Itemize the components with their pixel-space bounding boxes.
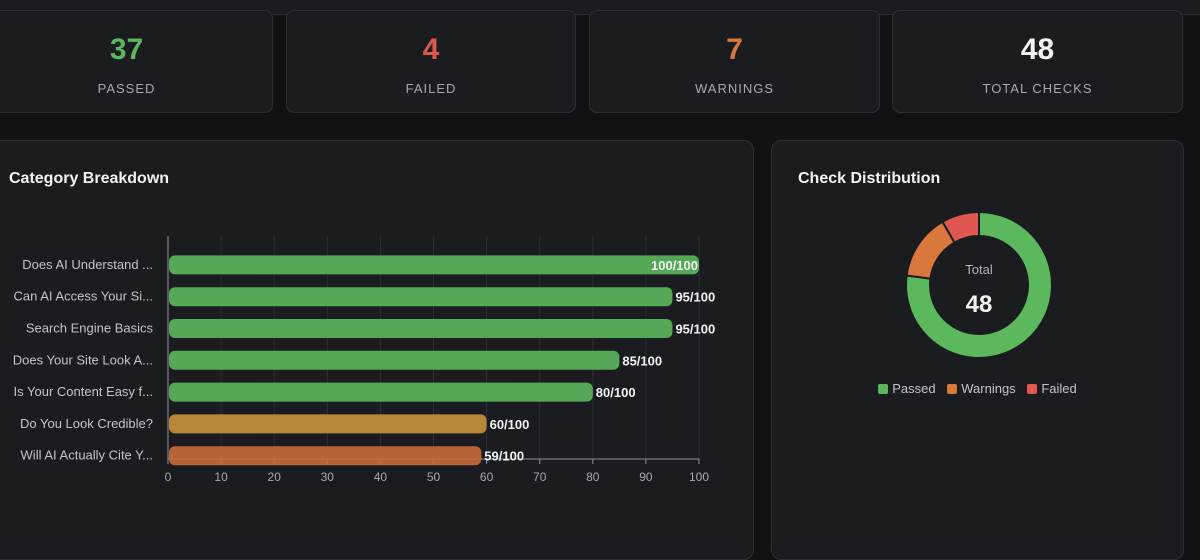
x-tick-label: 60 bbox=[480, 470, 494, 484]
legend-swatch bbox=[878, 384, 889, 394]
category-label: Is Your Content Easy f... bbox=[14, 384, 153, 399]
stat-label: WARNINGS bbox=[694, 81, 775, 96]
bar[interactable] bbox=[169, 382, 593, 402]
bar[interactable] bbox=[169, 287, 673, 307]
donut-center-value: 48 bbox=[966, 291, 993, 318]
legend-label: Failed bbox=[1041, 381, 1077, 396]
legend-label: Warnings bbox=[961, 381, 1016, 396]
bar[interactable] bbox=[169, 350, 620, 370]
check-distribution-donut: Total 48 bbox=[905, 210, 1053, 359]
stat-value: 37 bbox=[109, 33, 144, 66]
x-tick-label: 20 bbox=[268, 470, 282, 484]
legend-swatch bbox=[1027, 384, 1038, 394]
bar-value-label: 85/100 bbox=[622, 353, 662, 368]
legend-item-failed[interactable]: Failed bbox=[1027, 381, 1077, 396]
stat-value: 48 bbox=[1020, 33, 1055, 66]
category-label: Do You Look Credible? bbox=[20, 416, 153, 431]
stat-card-passed: 37 PASSED bbox=[0, 10, 273, 113]
bar-value-label: 95/100 bbox=[675, 290, 715, 305]
x-tick-label: 30 bbox=[321, 470, 335, 484]
bar-value-label: 100/100 bbox=[651, 258, 698, 273]
category-bar-chart: 0 10 20 30 40 50 60 70 80 90 100 Does AI Understand… bbox=[13, 236, 715, 484]
x-tick-label: 0 bbox=[165, 470, 172, 484]
x-tick-label: 50 bbox=[427, 470, 441, 484]
bar-value-label: 59/100 bbox=[484, 449, 524, 464]
legend-item-warnings[interactable]: Warnings bbox=[947, 381, 1016, 396]
category-label: Will AI Actually Cite Y... bbox=[21, 448, 153, 463]
x-tick-label: 40 bbox=[374, 470, 388, 484]
category-label: Search Engine Basics bbox=[26, 321, 154, 336]
bar[interactable] bbox=[169, 319, 673, 338]
bar[interactable] bbox=[169, 446, 482, 466]
legend-label: Passed bbox=[892, 381, 936, 396]
x-tick-label: 90 bbox=[639, 470, 653, 484]
x-tick-label: 70 bbox=[533, 470, 547, 484]
donut-slice-failed[interactable] bbox=[941, 210, 980, 244]
check-distribution-title: Check Distribution bbox=[798, 170, 941, 187]
bar[interactable] bbox=[169, 255, 699, 275]
stat-card-warnings: 7 WARNINGS bbox=[589, 10, 880, 113]
stat-label: FAILED bbox=[405, 81, 457, 96]
legend-swatch bbox=[947, 384, 958, 394]
stat-label: PASSED bbox=[97, 81, 156, 96]
donut-legend: Passed Warnings Failed bbox=[772, 381, 1183, 396]
category-label: Does Your Site Look A... bbox=[13, 352, 153, 367]
stat-value: 7 bbox=[726, 33, 743, 66]
stat-card-failed: 4 FAILED bbox=[286, 10, 576, 113]
x-tick-label: 10 bbox=[214, 470, 228, 484]
donut-center-label: Total bbox=[965, 262, 993, 277]
category-label: Can AI Access Your Si... bbox=[14, 289, 153, 304]
legend-item-passed[interactable]: Passed bbox=[878, 381, 936, 396]
category-breakdown-panel: Category Breakdown 0 10 20 30 40 50 60 70 80 90 10… bbox=[0, 140, 754, 560]
x-tick-label: 80 bbox=[586, 470, 600, 484]
bar-value-label: 95/100 bbox=[675, 322, 715, 337]
check-distribution-panel: Check Distribution Total 48 Passed Warnin… bbox=[771, 140, 1184, 560]
donut-slice-passed[interactable] bbox=[905, 210, 1053, 359]
stat-label: TOTAL CHECKS bbox=[982, 81, 1093, 96]
category-breakdown-title: Category Breakdown bbox=[9, 170, 170, 187]
stat-value: 4 bbox=[422, 33, 440, 66]
x-tick-label: 100 bbox=[689, 470, 709, 484]
bar-value-label: 60/100 bbox=[490, 417, 530, 432]
bar[interactable] bbox=[169, 414, 487, 434]
category-label: Does AI Understand ... bbox=[22, 257, 153, 272]
stat-card-total-checks: 48 TOTAL CHECKS bbox=[892, 10, 1183, 113]
bar-value-label: 80/100 bbox=[596, 385, 636, 400]
